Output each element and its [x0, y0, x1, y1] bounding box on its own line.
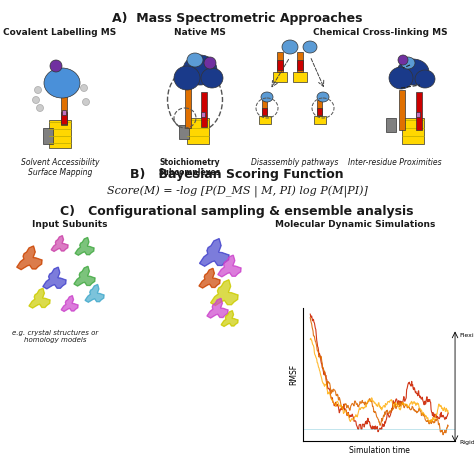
Bar [277, 52, 283, 72]
Bar [61, 90, 67, 125]
Bar [263, 108, 267, 115]
Text: Chemical Cross-linking MS: Chemical Cross-linking MS [313, 28, 447, 37]
Polygon shape [200, 238, 229, 266]
Bar [61, 112, 67, 124]
Ellipse shape [201, 68, 223, 88]
Bar [62, 110, 66, 115]
Bar [416, 112, 420, 117]
Ellipse shape [401, 57, 415, 69]
Ellipse shape [415, 70, 435, 88]
Text: e.g. crystal structures or
homology models: e.g. crystal structures or homology mode… [12, 330, 98, 343]
Ellipse shape [397, 59, 429, 85]
Ellipse shape [398, 55, 408, 65]
Polygon shape [210, 280, 238, 305]
Ellipse shape [282, 40, 298, 54]
Bar [402, 118, 424, 144]
Polygon shape [74, 266, 95, 286]
Polygon shape [218, 255, 241, 277]
Text: Stoichiometry
Subcomplexes: Stoichiometry Subcomplexes [159, 158, 221, 177]
Ellipse shape [82, 99, 90, 106]
Ellipse shape [50, 60, 62, 72]
Bar [318, 108, 322, 115]
Bar [318, 100, 322, 116]
Bar [187, 118, 209, 144]
Bar [185, 88, 191, 128]
Polygon shape [199, 268, 220, 288]
Bar [314, 116, 326, 124]
Ellipse shape [174, 66, 200, 90]
Bar [399, 90, 405, 130]
Ellipse shape [81, 84, 88, 91]
Polygon shape [51, 236, 68, 251]
Text: Solvent Accessibility
Surface Mapping: Solvent Accessibility Surface Mapping [21, 158, 99, 177]
Ellipse shape [183, 55, 217, 85]
Ellipse shape [317, 92, 329, 102]
Polygon shape [221, 310, 238, 327]
Text: Flexible: Flexible [459, 333, 474, 338]
Bar [277, 60, 283, 70]
Text: Covalent Labelling MS: Covalent Labelling MS [3, 28, 117, 37]
Bar [201, 92, 207, 127]
Text: Score(M) = -log [P(D_MS | M, PI) log P(M|PI)]: Score(M) = -log [P(D_MS | M, PI) log P(M… [107, 186, 367, 198]
Polygon shape [75, 237, 94, 255]
Text: Input Subunits: Input Subunits [32, 220, 108, 229]
Text: B)   Bayesian Scoring Function: B) Bayesian Scoring Function [130, 168, 344, 181]
Ellipse shape [389, 67, 413, 89]
Text: C)   Configurational sampling & ensemble analysis: C) Configurational sampling & ensemble a… [60, 205, 414, 218]
Bar [273, 72, 287, 82]
Text: Disassembly pathways: Disassembly pathways [251, 158, 339, 167]
Ellipse shape [303, 41, 317, 53]
Polygon shape [85, 284, 104, 302]
Bar [259, 116, 271, 124]
Bar [416, 92, 422, 130]
Ellipse shape [204, 57, 216, 69]
Bar [201, 112, 205, 117]
Polygon shape [207, 298, 228, 318]
Text: A)  Mass Spectrometric Approaches: A) Mass Spectrometric Approaches [112, 12, 362, 25]
Ellipse shape [44, 68, 80, 98]
Bar [297, 52, 303, 72]
Polygon shape [61, 296, 78, 311]
Polygon shape [29, 288, 50, 308]
X-axis label: Simulation time: Simulation time [349, 447, 410, 456]
Polygon shape [43, 267, 66, 289]
Bar [293, 72, 307, 82]
Bar [297, 60, 303, 70]
Ellipse shape [36, 104, 44, 111]
Bar [49, 120, 71, 148]
Bar [386, 118, 396, 132]
Bar [263, 100, 267, 116]
Text: Molecular Dynamic Simulations: Molecular Dynamic Simulations [275, 220, 435, 229]
Bar [43, 128, 53, 144]
Bar [179, 125, 189, 139]
Ellipse shape [35, 86, 42, 93]
Polygon shape [17, 246, 42, 270]
Ellipse shape [187, 53, 203, 67]
Text: Rigid: Rigid [459, 440, 474, 445]
Ellipse shape [33, 97, 39, 103]
Text: Native MS: Native MS [174, 28, 226, 37]
Text: Inter-residue Proximities: Inter-residue Proximities [348, 158, 442, 167]
Y-axis label: RMSF: RMSF [289, 364, 298, 385]
Ellipse shape [261, 92, 273, 102]
